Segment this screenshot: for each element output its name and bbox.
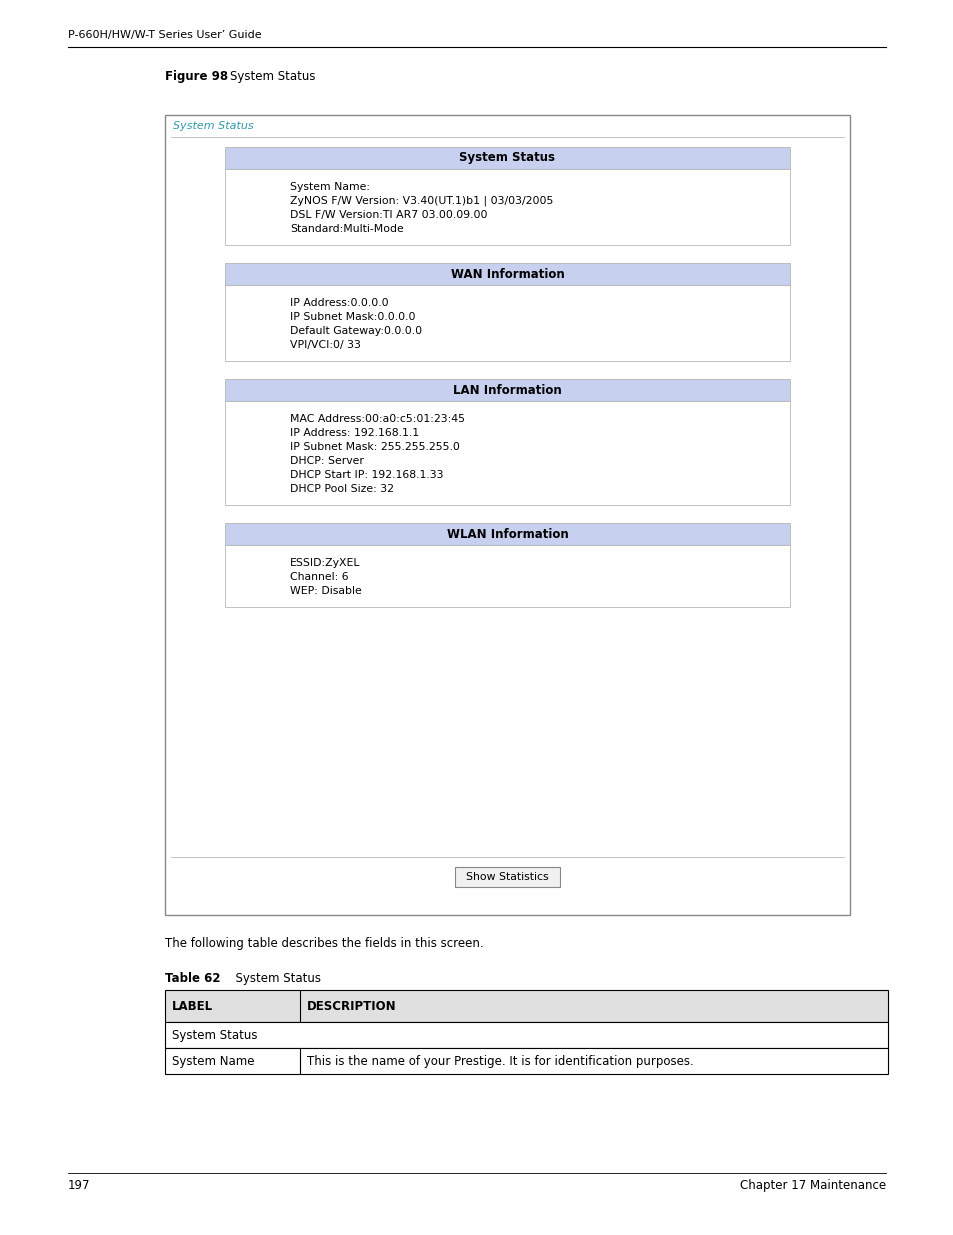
Bar: [455, 867, 559, 887]
Text: LAN Information: LAN Information: [453, 384, 561, 396]
Text: IP Address: 192.168.1.1: IP Address: 192.168.1.1: [290, 429, 418, 438]
Text: LABEL: LABEL: [172, 999, 213, 1013]
Text: System Status: System Status: [230, 70, 315, 83]
Text: IP Subnet Mask:0.0.0.0: IP Subnet Mask:0.0.0.0: [290, 312, 416, 322]
Bar: [165, 1049, 887, 1074]
Text: DSL F/W Version:TI AR7 03.00.09.00: DSL F/W Version:TI AR7 03.00.09.00: [290, 210, 487, 220]
Text: WEP: Disable: WEP: Disable: [290, 585, 361, 597]
Text: Default Gateway:0.0.0.0: Default Gateway:0.0.0.0: [290, 326, 421, 336]
Bar: [165, 1023, 887, 1049]
Text: ZyNOS F/W Version: V3.40(UT.1)b1 | 03/03/2005: ZyNOS F/W Version: V3.40(UT.1)b1 | 03/03…: [290, 196, 553, 206]
Text: DHCP Start IP: 192.168.1.33: DHCP Start IP: 192.168.1.33: [290, 471, 443, 480]
Text: IP Address:0.0.0.0: IP Address:0.0.0.0: [290, 298, 388, 308]
Text: WLAN Information: WLAN Information: [446, 527, 568, 541]
Text: System Status: System Status: [228, 972, 320, 986]
Bar: [225, 545, 789, 606]
Text: P-660H/HW/W-T Series User’ Guide: P-660H/HW/W-T Series User’ Guide: [68, 30, 261, 40]
Text: DHCP Pool Size: 32: DHCP Pool Size: 32: [290, 484, 394, 494]
Bar: [225, 147, 789, 169]
Bar: [225, 522, 789, 545]
Text: System Status: System Status: [172, 1029, 257, 1041]
Text: 197: 197: [68, 1179, 91, 1192]
Text: System Status: System Status: [172, 121, 253, 131]
Text: WAN Information: WAN Information: [450, 268, 564, 280]
Text: The following table describes the fields in this screen.: The following table describes the fields…: [165, 937, 483, 950]
Text: DHCP: Server: DHCP: Server: [290, 456, 363, 466]
Text: ESSID:ZyXEL: ESSID:ZyXEL: [290, 558, 360, 568]
Text: Standard:Multi-Mode: Standard:Multi-Mode: [290, 224, 403, 233]
Text: VPI/VCI:0/ 33: VPI/VCI:0/ 33: [290, 340, 360, 350]
Text: Channel: 6: Channel: 6: [290, 572, 348, 582]
Text: System Name:: System Name:: [290, 182, 370, 191]
Bar: [225, 285, 789, 361]
Text: Table 62: Table 62: [165, 972, 220, 986]
Text: System Name: System Name: [172, 1055, 254, 1067]
Bar: [225, 169, 789, 245]
Text: This is the name of your Prestige. It is for identification purposes.: This is the name of your Prestige. It is…: [307, 1055, 693, 1067]
Bar: [165, 115, 849, 915]
Bar: [225, 263, 789, 285]
Bar: [225, 379, 789, 401]
Bar: [165, 990, 887, 1023]
Text: MAC Address:00:a0:c5:01:23:45: MAC Address:00:a0:c5:01:23:45: [290, 414, 464, 424]
Bar: [225, 401, 789, 505]
Text: IP Subnet Mask: 255.255.255.0: IP Subnet Mask: 255.255.255.0: [290, 442, 459, 452]
Text: Chapter 17 Maintenance: Chapter 17 Maintenance: [740, 1179, 885, 1192]
Text: System Status: System Status: [459, 152, 555, 164]
Text: Figure 98: Figure 98: [165, 70, 228, 83]
Text: DESCRIPTION: DESCRIPTION: [307, 999, 396, 1013]
Text: Show Statistics: Show Statistics: [466, 872, 548, 882]
